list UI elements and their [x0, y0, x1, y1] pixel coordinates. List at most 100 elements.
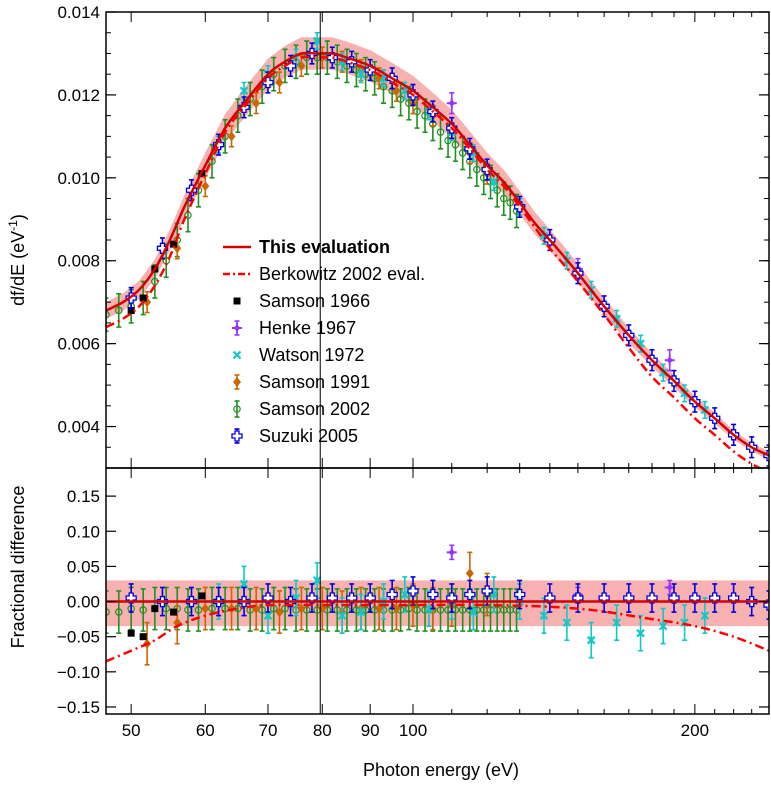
marker-cross: [598, 592, 610, 604]
marker-x-stroke: [636, 628, 645, 638]
data-point: [194, 606, 203, 614]
data-point: [646, 592, 658, 604]
marker-square: [127, 629, 135, 637]
marker-square: [233, 297, 241, 305]
marker-x-stroke: [356, 69, 366, 79]
legend-item: Samson 1966: [233, 291, 370, 311]
error-bar: [271, 586, 277, 631]
data-point: [275, 607, 284, 618]
error-bar: [106, 297, 109, 333]
marker-cross: [231, 430, 243, 442]
data-point: [364, 592, 376, 604]
top-panel: 0.004 0.006 0.008 0.010 0.012 0.014: [57, 3, 770, 469]
data-point: [709, 592, 721, 604]
legend-label: Henke 1967: [259, 318, 356, 338]
marker-circle: [258, 82, 266, 91]
marker-cross: [514, 588, 526, 601]
x-tick-label: 80: [313, 721, 332, 740]
legend-marker: [233, 377, 241, 387]
legend: This evaluation Berkowitz 2002 eval. Samso…: [223, 237, 425, 446]
y-tick-label: 0.010: [57, 169, 100, 188]
marker-cross: [364, 592, 376, 604]
plot-frame: [105, 467, 770, 715]
marker-x-stroke: [489, 177, 499, 187]
data-point: [700, 611, 710, 620]
data-point: [451, 140, 460, 149]
legend-label: Watson 1972: [259, 345, 364, 365]
y-tick-label: 0.014: [57, 3, 100, 22]
marker-star-core: [667, 357, 673, 363]
marker-x-stroke: [680, 618, 689, 627]
marker-diamond: [233, 377, 241, 387]
y-tick-label: 0.00: [67, 593, 100, 612]
data-point: [139, 606, 147, 614]
error-bar: [334, 44, 340, 80]
series-this-evaluation-line: [106, 51, 769, 457]
marker-square: [139, 294, 147, 302]
marker-square: [139, 633, 147, 641]
data-point: [636, 628, 645, 638]
y-tick-label: −0.15: [57, 698, 100, 717]
y-tick-label: −0.10: [57, 663, 100, 682]
error-bar: [259, 588, 265, 632]
data-point: [612, 314, 621, 324]
data-point: [668, 592, 680, 604]
legend-item: Samson 2002: [233, 399, 370, 419]
data-point: [127, 629, 135, 637]
data-point: [227, 131, 236, 142]
marker-circle: [114, 306, 123, 315]
marker-cross: [386, 588, 398, 601]
data-point: [114, 306, 123, 315]
marker-cross: [623, 592, 635, 604]
legend-label: This evaluation: [259, 237, 390, 257]
x-axis-title: Photon energy (eV): [363, 760, 519, 780]
data-point: [284, 60, 297, 72]
data-point: [198, 592, 206, 600]
marker-circle: [413, 107, 421, 116]
error-bar: [507, 588, 513, 632]
marker-diamond: [201, 181, 210, 192]
data-point: [337, 611, 347, 620]
data-point: [446, 98, 457, 109]
data-point: [297, 60, 306, 71]
marker-cross: [464, 588, 476, 601]
data-point: [139, 294, 147, 302]
error-bar: [247, 588, 253, 632]
error-bar: [438, 588, 444, 632]
marker-cross: [326, 592, 338, 604]
error-bar: [422, 588, 428, 632]
data-point: [436, 128, 445, 137]
marker-cross: [284, 60, 297, 72]
y-tick-label: 0.006: [57, 335, 100, 354]
data-point: [125, 592, 137, 604]
data-point: [275, 77, 284, 88]
data-point: [239, 86, 249, 96]
marker-cross: [646, 592, 658, 604]
error-bar: [282, 586, 288, 631]
marker-x-stroke: [680, 389, 689, 398]
error-bar: [353, 52, 359, 88]
data-point: [612, 618, 621, 627]
series-suzuki-2005: [125, 42, 769, 467]
data-point: [201, 181, 210, 192]
marker-cross: [306, 592, 318, 604]
data-point: [407, 585, 419, 597]
data-point: [489, 177, 499, 187]
error-bar: [398, 588, 404, 632]
marker-x-stroke: [400, 590, 410, 599]
data-point: [469, 607, 478, 617]
marker-star-core: [449, 549, 455, 555]
data-point: [170, 240, 178, 248]
data-point: [346, 592, 358, 604]
legend-item: Berkowitz 2002 eval.: [223, 264, 425, 284]
y-tick-label: 0.10: [67, 522, 100, 541]
marker-diamond: [275, 77, 284, 88]
marker-cross: [326, 51, 338, 64]
marker-x-stroke: [337, 57, 347, 67]
marker-x-stroke: [312, 36, 322, 46]
marker-square: [127, 306, 135, 314]
data-point: [506, 198, 515, 207]
error-bar: [116, 590, 122, 634]
legend-item: Samson 1991: [233, 372, 370, 392]
marker-diamond: [297, 60, 306, 71]
